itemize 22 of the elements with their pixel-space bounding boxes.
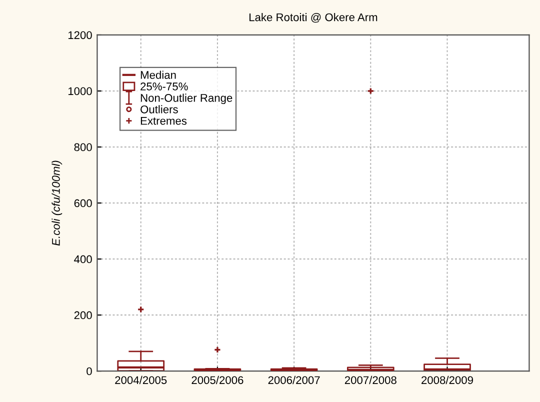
legend-label: Outliers (140, 105, 178, 114)
x-tick-label: 2006/2007 (268, 376, 320, 384)
y-tick-label: 600 (74, 199, 92, 208)
annotation: 25%-75% (140, 82, 188, 90)
annotation: Non-Outlier Range (140, 94, 232, 104)
point (137, 306, 144, 314)
x-tick-label: 2004/2005 (115, 376, 167, 384)
y-tick-label: 1000 (68, 87, 92, 96)
legend-label: Median (140, 70, 176, 79)
legend-label: Extremes (140, 117, 187, 125)
point (214, 346, 222, 354)
point (367, 87, 374, 95)
y-tick-label: 200 (74, 311, 92, 320)
x-tick-label: 2005/2006 (192, 376, 244, 384)
x-tick-label: 2007/2008 (344, 376, 396, 384)
y-tick-label: 800 (74, 143, 92, 152)
x-tick-label: 2008/2009 (422, 376, 473, 384)
y-axis-title: E.coli (cfu/100ml) (52, 160, 62, 246)
y-tick-label: 0 (86, 367, 92, 376)
y-tick-label: 400 (74, 255, 92, 264)
chart-title: Lake Rotoiti @ Okere Arm (250, 13, 378, 23)
y-tick-label: 1200 (68, 31, 92, 40)
